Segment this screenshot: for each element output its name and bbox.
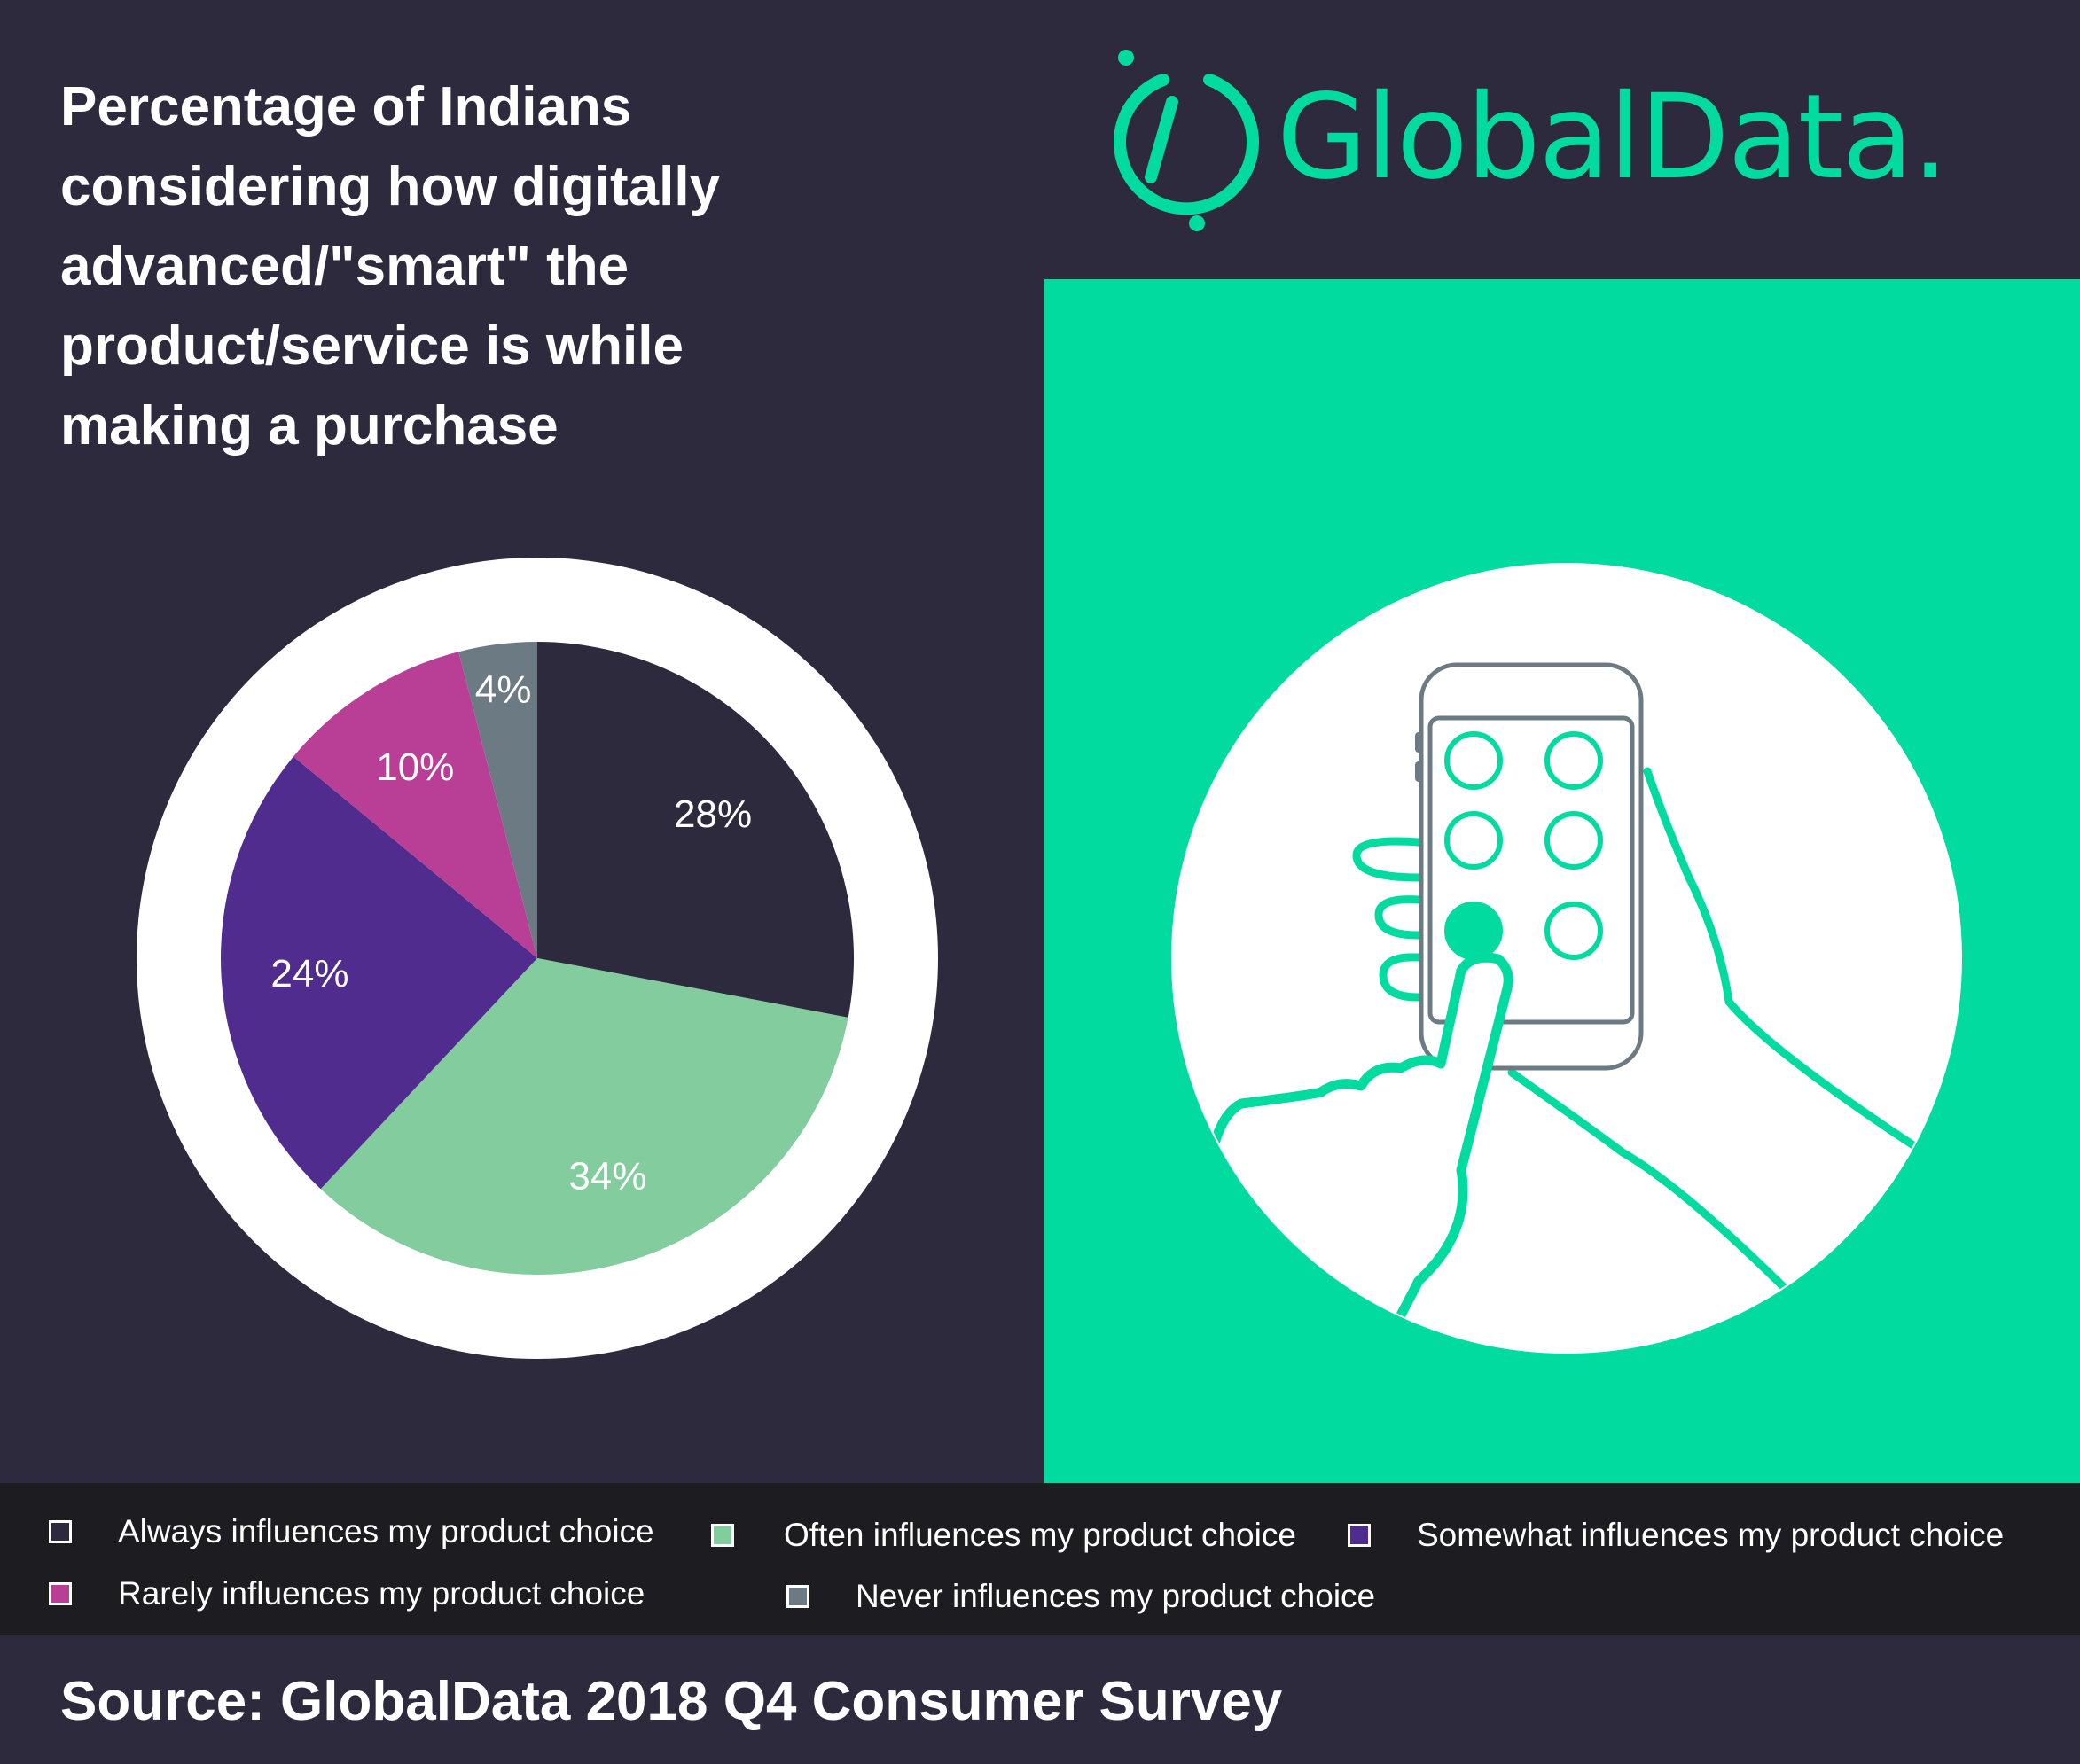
legend-item-always: Always influences my product choice [49, 1505, 654, 1558]
chart-legend: Always influences my product choice Ofte… [0, 1483, 2080, 1635]
pie-slice-often [320, 958, 848, 1275]
legend-swatch-never [786, 1585, 809, 1608]
legend-label-rarely: Rarely influences my product choice [118, 1575, 645, 1612]
legend-swatch-rarely [49, 1582, 72, 1605]
pie-slice-always [537, 642, 855, 1018]
hand-tapping-smartphone-icon [1171, 563, 1962, 1354]
chart-area: 28% 34% 24% 10% 4% [137, 558, 1962, 1359]
logo-wordmark: GlobalData. [1277, 69, 1949, 206]
globaldata-logo: GlobalData. [1073, 44, 2057, 239]
legend-item-somewhat: Somewhat influences my product choice [1348, 1509, 2004, 1562]
chart-title: Percentage of Indians considering how di… [60, 76, 721, 457]
source-note: Source: GlobalData 2018 Q4 Consumer Surv… [60, 1671, 1283, 1732]
legend-item-never: Never influences my product choice [786, 1570, 1375, 1623]
footer: Source: GlobalData 2018 Q4 Consumer Surv… [0, 1635, 2080, 1764]
pie-slice-rarely [293, 652, 537, 958]
legend-item-often: Often influences my product choice [711, 1509, 1296, 1562]
pie-label-never: 4% [475, 667, 532, 711]
legend-label-often: Often influences my product choice [784, 1517, 1296, 1553]
legend-swatch-often [711, 1524, 734, 1547]
globaldata-logo-icon [1114, 50, 1259, 231]
legend-item-rarely: Rarely influences my product choice [49, 1567, 645, 1620]
pie-label-always: 28% [674, 792, 752, 836]
legend-swatch-always [49, 1520, 72, 1543]
pie-label-rarely: 10% [376, 745, 454, 789]
legend-label-never: Never influences my product choice [856, 1578, 1376, 1614]
legend-swatch-somewhat [1348, 1524, 1371, 1547]
pie-label-often: 34% [568, 1154, 646, 1198]
pie-label-somewhat: 24% [270, 952, 348, 995]
pie-chart: 28% 34% 24% 10% 4% [220, 642, 855, 1275]
pie-slice-somewhat [220, 756, 537, 1190]
legend-label-somewhat: Somewhat influences my product choice [1417, 1517, 2005, 1553]
pie-slice-never [458, 642, 537, 958]
legend-label-always: Always influences my product choice [118, 1513, 654, 1549]
